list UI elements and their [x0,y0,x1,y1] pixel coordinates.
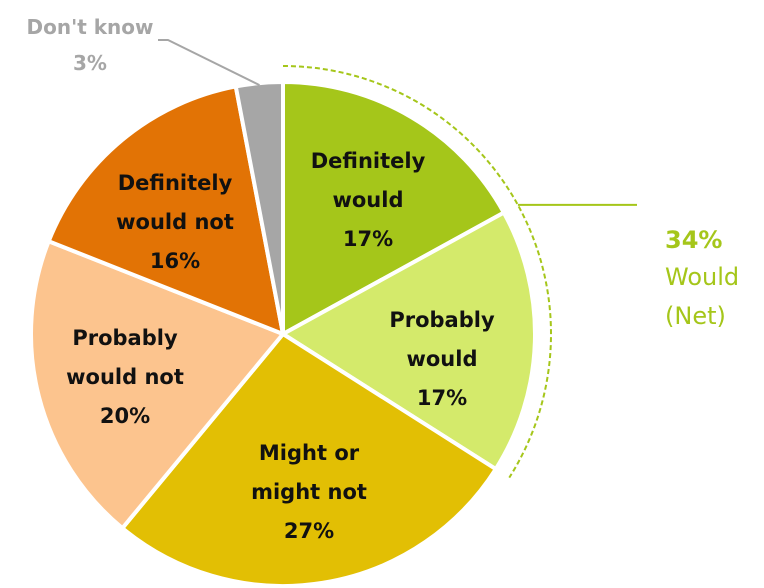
slice-labels: Definitely would 17% Probably would 17%Might … [27,15,495,543]
slice-don-t-know [233,80,285,336]
label-don-t-know: Don't know 3% [27,15,154,75]
net-annotation: 34% Would (Net) [282,65,739,479]
slice-definitely-would [281,80,506,336]
slice-definitely-would-not [46,84,285,336]
label-definitely-would-not: Definitely would not 16% [116,171,234,273]
slice-might-or-might-not [120,332,498,588]
slice-probably-would-not [29,239,285,531]
label-might-or-might-not: Might or might not 27% [251,441,367,543]
label-probably-would: Probably would 17% [389,308,495,410]
net-text-line: Would [665,263,739,291]
net-text-line: (Net) [665,302,726,330]
net-value-label: 34% [665,226,722,254]
pie-slices [29,80,537,588]
label-definitely-would: Definitely would 17% [311,149,426,251]
dont-know-leader-line [158,39,260,86]
slice-probably-would [281,210,537,472]
label-probably-would-not: Probably would not 20% [66,326,184,428]
